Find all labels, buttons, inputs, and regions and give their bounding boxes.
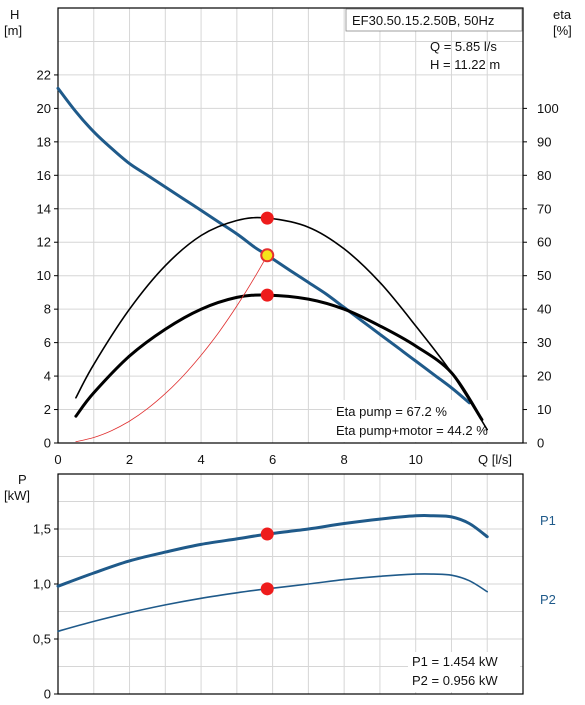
y-left-tick-label: 14 xyxy=(37,201,51,216)
power-y-tick-label: 1,5 xyxy=(33,522,51,537)
head-chart: H [m] eta [%] Q [l/s] EF30.50.15.2.50B, … xyxy=(4,7,572,467)
y-right-tick-label: 0 xyxy=(537,436,544,451)
power-y-tick-label: 0,5 xyxy=(33,632,51,647)
y-right-tick-label: 30 xyxy=(537,335,551,350)
power-y-unit: [kW] xyxy=(4,488,30,503)
power-y-label: P xyxy=(18,472,27,487)
y-left-tick-label: 6 xyxy=(44,335,51,350)
y-right-tick-label: 70 xyxy=(537,201,551,216)
power-chart-grid xyxy=(58,474,523,694)
power-chart-ticks: 0 0,5 1,0 1,5 xyxy=(33,522,58,702)
y-left-tick-label: 22 xyxy=(37,67,51,82)
eta-pump-motor-label: Eta pump+motor = 44.2 % xyxy=(336,423,488,438)
y-right-tick-label: 40 xyxy=(537,302,551,317)
efficiency-point-marker xyxy=(260,211,274,225)
power-info-box xyxy=(408,652,520,692)
y-left-unit: [m] xyxy=(4,23,22,38)
y-left-label: H xyxy=(10,7,19,22)
power-point-marker xyxy=(260,582,274,596)
x-tick-label: 2 xyxy=(126,452,133,467)
p2-curve xyxy=(57,573,488,633)
y-left-tick-label: 18 xyxy=(37,134,51,149)
head-curve xyxy=(56,86,471,405)
x-tick-label: 10 xyxy=(408,452,422,467)
y-right-tick-label: 50 xyxy=(537,268,551,283)
y-right-tick-label: 10 xyxy=(537,402,551,417)
y-left-tick-label: 0 xyxy=(44,436,51,451)
chart-title: EF30.50.15.2.50B, 50Hz xyxy=(352,13,494,28)
operating-h-label: H = 11.22 m xyxy=(430,57,500,72)
y-right-tick-label: 90 xyxy=(537,134,551,149)
y-right-tick-label: 100 xyxy=(537,101,559,116)
y-right-label: eta xyxy=(553,7,572,22)
eta-pump-curve xyxy=(75,216,488,431)
x-tick-label: 8 xyxy=(341,452,348,467)
head-chart-markers xyxy=(260,211,275,302)
p2-value-label: P2 = 0.956 kW xyxy=(412,673,498,688)
efficiency-point-marker xyxy=(260,288,274,302)
x-tick-label: 0 xyxy=(54,452,61,467)
y-left-tick-label: 4 xyxy=(44,369,51,384)
p1-value-label: P1 = 1.454 kW xyxy=(412,654,498,669)
y-right-tick-label: 60 xyxy=(537,235,551,250)
p2-series-label: P2 xyxy=(540,592,556,607)
y-right-tick-label: 80 xyxy=(537,168,551,183)
head-chart-grid xyxy=(58,8,523,443)
y-right-tick-label: 20 xyxy=(537,369,551,384)
title-box xyxy=(345,8,523,32)
y-left-tick-label: 16 xyxy=(37,168,51,183)
y-left-tick-label: 8 xyxy=(44,302,51,317)
y-right-unit: [%] xyxy=(553,23,572,38)
power-y-tick-label: 1,0 xyxy=(33,577,51,592)
operating-point-marker xyxy=(260,248,275,263)
x-tick-label: 6 xyxy=(269,452,276,467)
p1-series-label: P1 xyxy=(540,513,556,528)
y-left-tick-label: 2 xyxy=(44,402,51,417)
power-point-marker xyxy=(260,527,274,541)
p1-curve xyxy=(56,514,489,588)
y-left-tick-label: 12 xyxy=(37,235,51,250)
power-y-tick-label: 0 xyxy=(44,687,51,702)
system-curve-curve xyxy=(75,254,268,443)
operating-q-label: Q = 5.85 l/s xyxy=(430,39,497,54)
power-chart-markers xyxy=(260,527,274,596)
eta-pump-label: Eta pump = 67.2 % xyxy=(336,404,447,419)
y-left-tick-label: 20 xyxy=(37,101,51,116)
power-chart-series: P1 P2 xyxy=(56,513,556,633)
head-chart-ticks: 0 2 4 6 8 10024681012141618202201020304050607… xyxy=(37,67,559,467)
head-chart-frame xyxy=(57,7,524,444)
eta-info-box xyxy=(332,400,522,442)
x-axis-label: Q [l/s] xyxy=(478,452,512,467)
y-left-tick-label: 10 xyxy=(37,268,51,283)
power-chart: P [kW] P1 = 1.454 kW P2 = 0.956 kW 0 0,5 1… xyxy=(4,472,556,702)
x-tick-label: 4 xyxy=(197,452,204,467)
